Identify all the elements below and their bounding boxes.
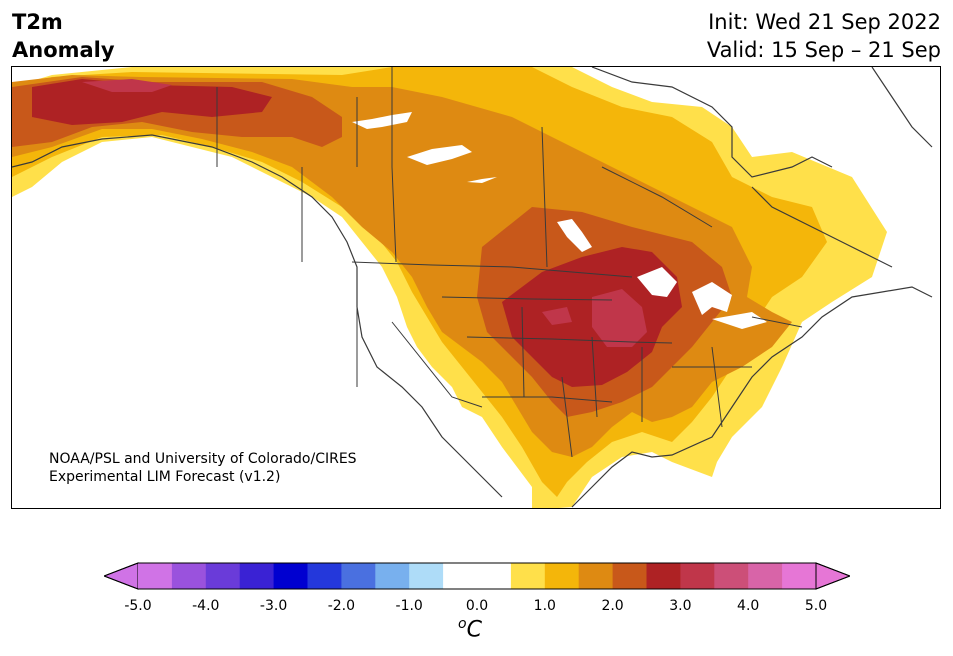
- great-lakes: [637, 267, 767, 329]
- valid-range: Valid: 15 Sep – 21 Sep: [706, 38, 941, 62]
- colorbar-tick-label: -2.0: [327, 598, 356, 614]
- colorbar-extend-max: [815, 562, 850, 590]
- colorbar-swatch: [714, 563, 749, 589]
- colorbar-swatch: [748, 563, 783, 589]
- colorbar-swatch: [680, 563, 715, 589]
- colorbar: [104, 562, 850, 590]
- colorbar-tick-label: -1.0: [395, 598, 423, 614]
- colorbar-swatch: [273, 563, 308, 589]
- colorbar-swatch: [239, 563, 275, 589]
- colorbar-swatch: [138, 563, 173, 589]
- colorbar-tick-label: 3.0: [669, 598, 692, 614]
- canadian-lakes: [352, 112, 592, 252]
- colorbar-tick-label: -5.0: [124, 598, 152, 614]
- credit-line-2: Experimental LIM Forecast (v1.2): [49, 469, 281, 485]
- colorbar-units: oC: [458, 616, 482, 642]
- map-title: T2m Anomaly: [12, 8, 115, 64]
- colorbar-swatch: [646, 563, 681, 589]
- colorbar-swatch: [375, 563, 410, 589]
- colorbar-swatch: [307, 563, 342, 589]
- colorbar-swatch: [341, 563, 376, 589]
- colorbar-extend-min: [104, 562, 139, 590]
- map-panel: NOAA/PSL and University of Colorado/CIRE…: [11, 66, 941, 509]
- credit-text: NOAA/PSL and University of Colorado/CIRE…: [49, 450, 357, 486]
- title-variable: T2m: [12, 10, 63, 34]
- colorbar-swatch: [409, 563, 444, 589]
- colorbar-swatch: [578, 563, 614, 589]
- credit-line-1: NOAA/PSL and University of Colorado/CIRE…: [49, 451, 357, 467]
- coastlines: [12, 67, 933, 508]
- colorbar-swatch: [443, 563, 478, 589]
- colorbar-swatch: [205, 563, 241, 589]
- colorbar-tick-label: -4.0: [192, 598, 220, 614]
- colorbar-tick-label: 4.0: [737, 598, 760, 614]
- anomaly-map: [12, 67, 940, 508]
- colorbar-tick-label: 0.0: [465, 598, 489, 614]
- colorbar-tick-label: 1.0: [533, 598, 556, 614]
- colorbar-swatch: [612, 563, 647, 589]
- colorbar-swatch: [782, 563, 817, 589]
- forecast-dates: Init: Wed 21 Sep 2022 Valid: 15 Sep – 21…: [707, 8, 941, 64]
- anomaly-contour-2-5: [32, 79, 682, 387]
- colorbar-tick-label: -3.0: [259, 598, 288, 614]
- colorbar-tick-label: 5.0: [804, 598, 828, 614]
- units-degree: o: [458, 616, 467, 632]
- colorbar-swatch: [510, 563, 546, 589]
- political-boundaries: [216, 67, 803, 458]
- colorbar-tick-label: 2.0: [601, 598, 624, 614]
- units-letter: C: [466, 617, 482, 643]
- colorbar-swatch: [477, 563, 512, 589]
- title-field: Anomaly: [12, 38, 115, 62]
- colorbar-swatch: [171, 563, 207, 589]
- colorbar-swatch: [544, 563, 580, 589]
- init-date: Init: Wed 21 Sep 2022: [708, 10, 941, 34]
- colorbar-outline: [104, 562, 850, 590]
